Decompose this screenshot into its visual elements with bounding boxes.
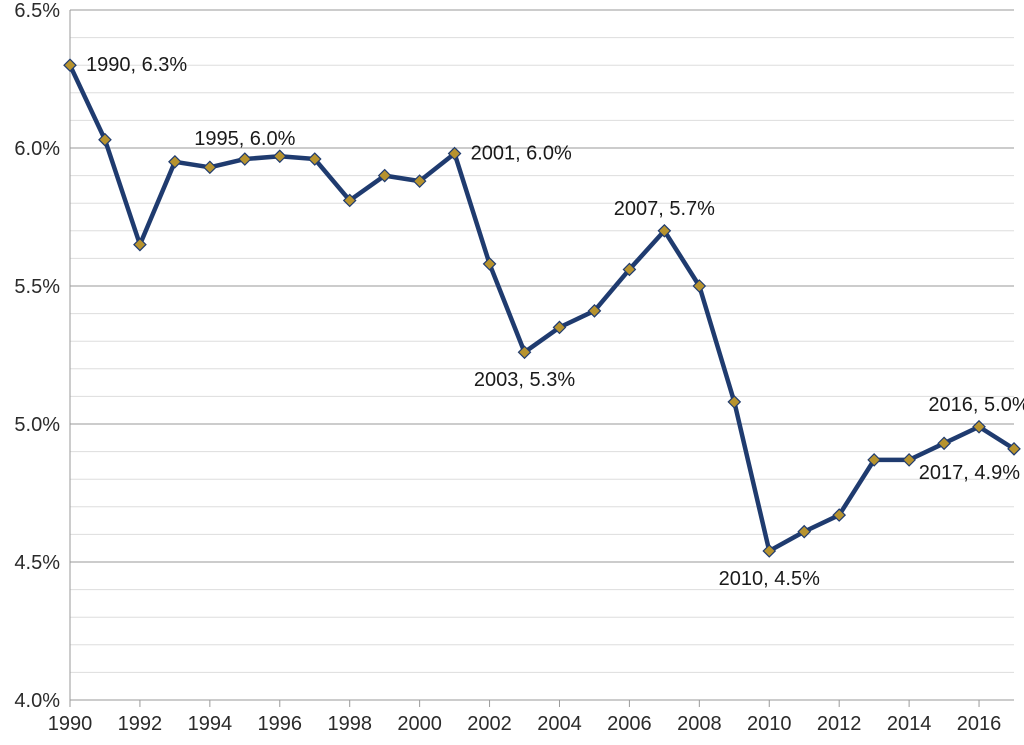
x-axis-tick-label: 2000 <box>397 713 442 735</box>
y-axis-tick-label: 6.5% <box>14 0 60 22</box>
x-axis-tick-label: 1994 <box>188 713 233 735</box>
x-axis-tick-label: 1998 <box>327 713 372 735</box>
data-label: 2001, 6.0% <box>471 143 572 165</box>
x-axis-tick-label: 2006 <box>607 713 652 735</box>
x-axis-tick-label: 2014 <box>887 713 932 735</box>
chart-svg: 4.0% 4.5% 5.0% 5.5% 6.0% 6.5% 1990 1992 1994 1996… <box>0 0 1024 745</box>
y-axis-tick-label: 4.0% <box>14 690 60 712</box>
data-label: 2007, 5.7% <box>614 198 715 220</box>
series-marker <box>728 396 740 408</box>
data-label: 2016, 5.0% <box>928 394 1024 416</box>
x-axis-tick-label: 1992 <box>118 713 163 735</box>
x-axis-tick-label: 2012 <box>817 713 862 735</box>
y-axis-tick-label: 6.0% <box>14 138 60 160</box>
y-axis-tick-label: 4.5% <box>14 552 60 574</box>
y-axis-tick-label: 5.5% <box>14 276 60 298</box>
x-axis-tick-label: 2002 <box>467 713 512 735</box>
x-axis-tick-label: 2008 <box>677 713 722 735</box>
series-marker <box>239 153 251 165</box>
x-axis-tick-label: 2016 <box>957 713 1002 735</box>
series-marker <box>484 258 496 270</box>
y-axis-tick-label: 5.0% <box>14 414 60 436</box>
data-label: 1990, 6.3% <box>86 54 187 76</box>
line-chart: 4.0% 4.5% 5.0% 5.5% 6.0% 6.5% 1990 1992 1994 1996… <box>0 0 1024 745</box>
data-label: 2017, 4.9% <box>919 462 1020 484</box>
series-marker <box>204 161 216 173</box>
x-axis-tick-label: 1990 <box>48 713 93 735</box>
data-label: 1995, 6.0% <box>194 128 295 150</box>
data-label: 2003, 5.3% <box>474 369 575 391</box>
x-axis-tick-label: 2004 <box>537 713 582 735</box>
x-axis-tick-label: 2010 <box>747 713 792 735</box>
series-marker <box>274 150 286 162</box>
data-label: 2010, 4.5% <box>719 568 820 590</box>
x-axis-tick-label: 1996 <box>258 713 303 735</box>
